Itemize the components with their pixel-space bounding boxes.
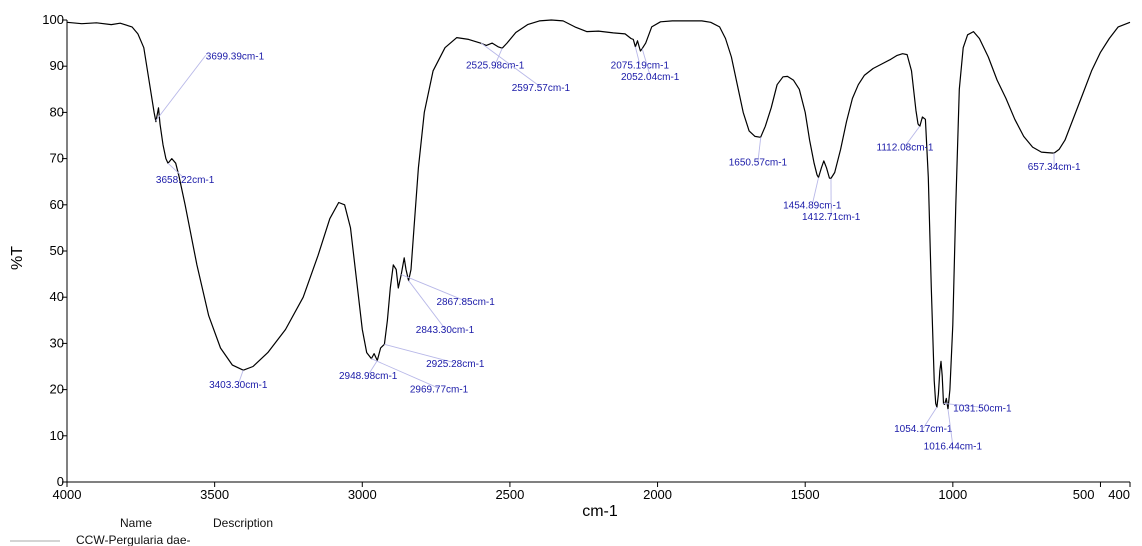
peak-label: 2948.98cm-1 bbox=[339, 371, 398, 382]
series-layer bbox=[66, 19, 1131, 410]
legend-entry-name: CCW-Pergularia dae- bbox=[76, 533, 191, 546]
peak-leader-line bbox=[480, 42, 542, 88]
peak-leader-line bbox=[155, 54, 207, 121]
y-axis-title: %T bbox=[9, 246, 26, 270]
y-tick-label: 60 bbox=[50, 197, 64, 212]
x-tick-label: 400 bbox=[1108, 487, 1130, 502]
peak-annotations: 3699.39cm-1 3658.22cm-1 3403.30cm-1 2948.98… bbox=[155, 42, 1081, 453]
peak-label: 3658.22cm-1 bbox=[156, 175, 215, 186]
x-tick-label: 2500 bbox=[495, 487, 524, 502]
peak-leader-line bbox=[408, 280, 446, 330]
x-tick-label: 1000 bbox=[938, 487, 967, 502]
y-tick-label: 0 bbox=[57, 474, 64, 489]
peak-label: 2597.57cm-1 bbox=[512, 83, 571, 94]
peak-label: 1112.08cm-1 bbox=[877, 142, 934, 153]
peak-leader-line bbox=[384, 343, 456, 364]
peak-label: 2525.98cm-1 bbox=[466, 61, 525, 72]
peak-label: 3403.30cm-1 bbox=[209, 380, 268, 391]
peak-leader-line bbox=[401, 274, 466, 302]
peak-label: 1054.17cm-1 bbox=[894, 424, 953, 435]
x-tick-label: 2000 bbox=[643, 487, 672, 502]
peak-label: 2052.04cm-1 bbox=[621, 72, 680, 83]
y-tick-label: 50 bbox=[50, 243, 64, 258]
peak-leader-line bbox=[811, 177, 819, 205]
peak-label: 1454.89cm-1 bbox=[783, 200, 842, 211]
y-tick-label: 70 bbox=[50, 151, 64, 166]
y-tick-label: 20 bbox=[50, 382, 64, 397]
y-tick-label: 80 bbox=[50, 104, 64, 119]
x-tick-label: 4000 bbox=[53, 487, 82, 502]
peak-label: 2075.19cm-1 bbox=[611, 61, 670, 72]
x-axis-title: cm-1 bbox=[582, 503, 618, 520]
peak-leader-line bbox=[167, 162, 186, 180]
legend-header-description: Description bbox=[213, 516, 273, 530]
peak-label: 657.34cm-1 bbox=[1028, 162, 1081, 173]
spectrum-line bbox=[66, 19, 1131, 410]
x-tick-label: 500 bbox=[1073, 487, 1095, 502]
y-tick-label: 100 bbox=[42, 12, 64, 27]
x-tick-label: 3000 bbox=[348, 487, 377, 502]
y-ticks: 0 10 20 30 40 50 60 70 80 90 100 bbox=[42, 12, 67, 489]
y-tick-label: 90 bbox=[50, 58, 64, 73]
peak-leader-line bbox=[947, 408, 954, 446]
peak-label: 2969.77cm-1 bbox=[410, 384, 469, 395]
x-tick-label: 1500 bbox=[791, 487, 820, 502]
legend-header-name: Name bbox=[120, 516, 152, 530]
peak-label: 2867.85cm-1 bbox=[436, 297, 495, 308]
peak-leader-line bbox=[904, 125, 921, 147]
x-tick-label: 3500 bbox=[200, 487, 229, 502]
y-tick-label: 40 bbox=[50, 289, 64, 304]
peak-leader-line bbox=[371, 358, 440, 389]
peak-leader-line bbox=[922, 406, 938, 429]
peak-leader-line bbox=[757, 137, 762, 162]
y-tick-label: 30 bbox=[50, 335, 64, 350]
peak-label: 1650.57cm-1 bbox=[729, 158, 788, 169]
peak-label: 1016.44cm-1 bbox=[924, 442, 983, 453]
peak-label: 3699.39cm-1 bbox=[206, 51, 265, 62]
peak-label: 1031.50cm-1 bbox=[953, 403, 1012, 414]
y-tick-label: 10 bbox=[50, 428, 64, 443]
legend: Name Description CCW-Pergularia dae- bbox=[10, 516, 273, 546]
peak-label: 1412.71cm-1 bbox=[802, 212, 861, 223]
peak-leader-line bbox=[641, 48, 651, 77]
peak-leader-line bbox=[367, 360, 378, 376]
peak-label: 2843.30cm-1 bbox=[416, 325, 475, 336]
peak-leader-line bbox=[634, 46, 641, 65]
peak-leader-line bbox=[237, 370, 244, 385]
peak-label: 2925.28cm-1 bbox=[426, 359, 485, 370]
peak-leader-line bbox=[943, 403, 983, 408]
x-ticks: 4000 3500 3000 2500 2000 1500 1000 500 400 bbox=[53, 482, 1131, 502]
